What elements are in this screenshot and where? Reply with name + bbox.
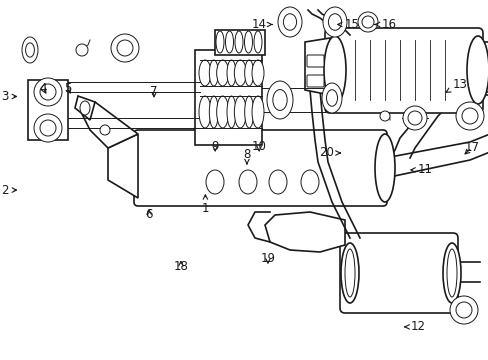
- Polygon shape: [215, 30, 264, 55]
- Text: 18: 18: [173, 260, 188, 273]
- Text: 2: 2: [1, 184, 17, 197]
- FancyBboxPatch shape: [134, 130, 386, 206]
- Ellipse shape: [283, 14, 296, 30]
- Ellipse shape: [244, 60, 253, 86]
- Polygon shape: [75, 96, 95, 120]
- Text: 20: 20: [319, 147, 340, 159]
- Circle shape: [361, 16, 373, 28]
- Ellipse shape: [235, 31, 243, 53]
- Polygon shape: [195, 50, 262, 145]
- Ellipse shape: [209, 96, 218, 128]
- Ellipse shape: [446, 249, 456, 297]
- Text: 5: 5: [63, 82, 71, 95]
- Ellipse shape: [209, 60, 218, 86]
- Ellipse shape: [251, 96, 264, 128]
- Ellipse shape: [345, 249, 354, 297]
- Text: 1: 1: [201, 195, 209, 215]
- Polygon shape: [305, 38, 329, 95]
- Circle shape: [111, 34, 139, 62]
- Ellipse shape: [268, 170, 286, 194]
- Circle shape: [357, 12, 377, 32]
- Text: 10: 10: [251, 140, 266, 153]
- Polygon shape: [108, 134, 138, 198]
- FancyBboxPatch shape: [306, 55, 324, 67]
- FancyBboxPatch shape: [325, 28, 482, 113]
- Circle shape: [34, 114, 62, 142]
- Ellipse shape: [234, 60, 246, 86]
- Text: 8: 8: [243, 148, 250, 164]
- Ellipse shape: [442, 243, 460, 303]
- Ellipse shape: [216, 96, 228, 128]
- Ellipse shape: [272, 90, 286, 111]
- Ellipse shape: [328, 14, 341, 30]
- Ellipse shape: [199, 60, 210, 86]
- Text: 14: 14: [251, 18, 272, 31]
- Ellipse shape: [226, 60, 236, 86]
- Circle shape: [40, 120, 56, 136]
- Ellipse shape: [225, 31, 233, 53]
- Ellipse shape: [239, 170, 257, 194]
- Ellipse shape: [22, 37, 38, 63]
- Text: 9: 9: [211, 140, 219, 153]
- Ellipse shape: [226, 96, 236, 128]
- Polygon shape: [264, 212, 345, 252]
- Circle shape: [461, 108, 477, 124]
- Text: 16: 16: [374, 18, 395, 31]
- FancyBboxPatch shape: [306, 75, 324, 87]
- Ellipse shape: [25, 43, 34, 57]
- Polygon shape: [80, 102, 138, 148]
- Circle shape: [455, 302, 471, 318]
- Text: 15: 15: [337, 18, 359, 31]
- Circle shape: [379, 111, 389, 121]
- Circle shape: [117, 40, 133, 56]
- Ellipse shape: [340, 243, 358, 303]
- Ellipse shape: [278, 7, 302, 37]
- Ellipse shape: [374, 134, 394, 202]
- Circle shape: [407, 111, 421, 125]
- Circle shape: [455, 102, 483, 130]
- Ellipse shape: [326, 90, 337, 106]
- Ellipse shape: [205, 170, 224, 194]
- Circle shape: [449, 296, 477, 324]
- Ellipse shape: [324, 36, 346, 104]
- Text: 12: 12: [404, 320, 425, 333]
- Text: 11: 11: [410, 163, 432, 176]
- Text: 13: 13: [445, 78, 466, 92]
- Circle shape: [76, 44, 88, 56]
- Circle shape: [100, 125, 110, 135]
- Text: 6: 6: [145, 208, 153, 221]
- Ellipse shape: [266, 81, 292, 119]
- FancyBboxPatch shape: [339, 233, 457, 313]
- Text: 19: 19: [260, 252, 275, 265]
- Ellipse shape: [234, 96, 246, 128]
- Text: 3: 3: [1, 90, 17, 103]
- Ellipse shape: [323, 7, 346, 37]
- Ellipse shape: [199, 96, 210, 128]
- Text: 17: 17: [464, 141, 478, 154]
- Ellipse shape: [321, 83, 341, 113]
- Polygon shape: [28, 80, 68, 140]
- Ellipse shape: [216, 31, 224, 53]
- Ellipse shape: [80, 101, 90, 115]
- Text: 7: 7: [150, 85, 158, 98]
- Ellipse shape: [301, 170, 318, 194]
- Circle shape: [402, 106, 426, 130]
- Text: 4: 4: [39, 82, 47, 95]
- Ellipse shape: [244, 96, 253, 128]
- Ellipse shape: [253, 31, 262, 53]
- Ellipse shape: [216, 60, 228, 86]
- Circle shape: [34, 78, 62, 106]
- Ellipse shape: [251, 60, 264, 86]
- Ellipse shape: [244, 31, 252, 53]
- Ellipse shape: [466, 36, 488, 104]
- Circle shape: [40, 84, 56, 100]
